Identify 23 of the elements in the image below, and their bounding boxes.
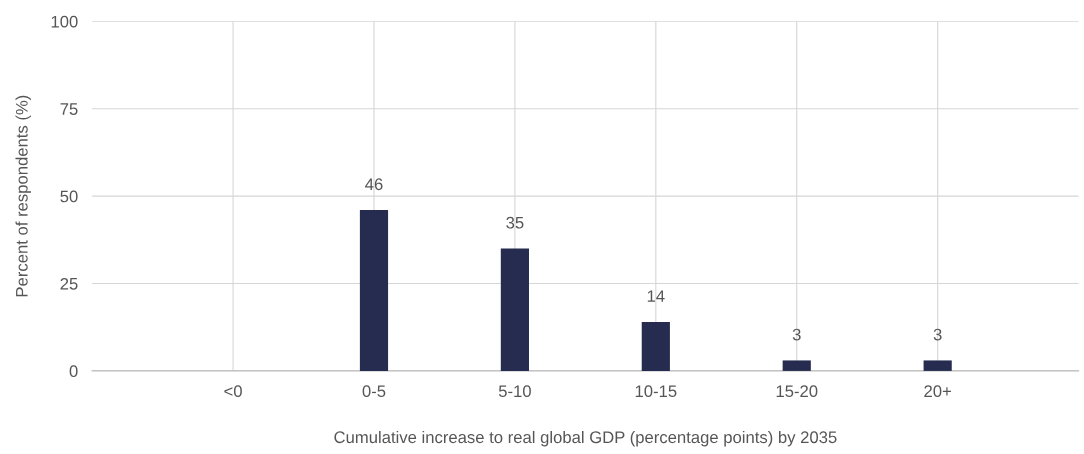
y-tick-label: 50 <box>60 190 78 203</box>
x-tick-label: 10-15 <box>635 385 677 398</box>
y-tick-label: 25 <box>60 277 78 290</box>
bar <box>641 321 670 371</box>
data-label: 35 <box>506 216 524 229</box>
data-label: 3 <box>933 328 942 341</box>
x-tick-label: 0-5 <box>362 385 386 398</box>
x-tick-label: <0 <box>224 385 242 398</box>
bar <box>782 360 811 371</box>
y-axis-title: Percent of respondents (%) <box>15 95 31 297</box>
bar <box>923 360 952 371</box>
x-tick-label: 15-20 <box>776 385 818 398</box>
bar <box>359 210 389 371</box>
x-axis-title: Cumulative increase to real global GDP (percentage points) by 2035 <box>334 430 837 447</box>
y-tick-label: 75 <box>60 103 78 115</box>
data-label: 46 <box>365 178 383 191</box>
x-tick-label: 20+ <box>924 385 951 398</box>
x-tick-label: 5-10 <box>498 385 531 398</box>
y-tick-label: 100 <box>51 15 78 28</box>
data-label: 14 <box>647 290 665 302</box>
bar <box>500 248 529 371</box>
data-label: 3 <box>792 328 801 341</box>
y-tick-label: 0 <box>69 365 78 378</box>
